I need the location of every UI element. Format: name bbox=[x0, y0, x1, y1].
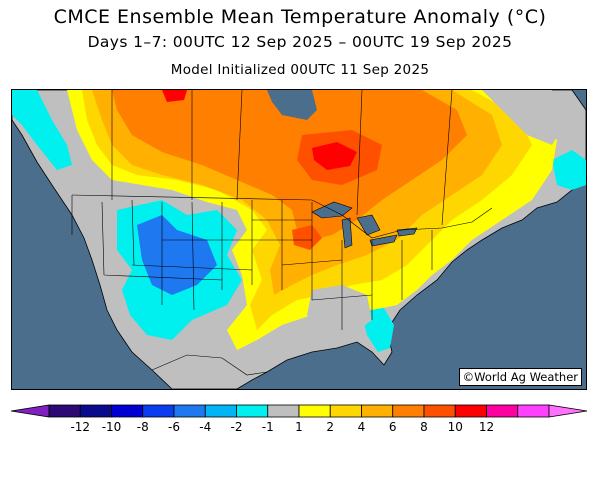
province-lines bbox=[111, 90, 453, 226]
cold-core-west bbox=[137, 215, 217, 295]
legend-bin bbox=[517, 404, 550, 418]
legend-bin bbox=[329, 404, 362, 418]
anomaly-map: ©World Ag Weather bbox=[11, 89, 587, 390]
neutral-patch-labrador bbox=[482, 90, 567, 145]
legend-bin bbox=[298, 404, 331, 418]
legend-tick-label: 2 bbox=[326, 420, 334, 434]
warm-core-ontario bbox=[312, 142, 357, 170]
legend-tick-label: 12 bbox=[479, 420, 494, 434]
legend-bin bbox=[111, 404, 144, 418]
legend-tick-label: -12 bbox=[70, 420, 90, 434]
legend-tick-label: 4 bbox=[358, 420, 366, 434]
us-mexico-border bbox=[151, 354, 268, 376]
legend-tick-label: -1 bbox=[262, 420, 274, 434]
cold-anomaly-alaska-coast bbox=[12, 90, 72, 170]
legend-tick-label: -10 bbox=[102, 420, 122, 434]
color-scale-bins bbox=[10, 404, 588, 418]
legend-tick-label: -2 bbox=[231, 420, 243, 434]
legend-tick-label: -4 bbox=[199, 420, 211, 434]
map-title: CMCE Ensemble Mean Temperature Anomaly (… bbox=[53, 6, 547, 28]
lake-erie bbox=[369, 234, 398, 247]
legend-tick-label: 1 bbox=[295, 420, 303, 434]
hudson-bay bbox=[267, 90, 317, 120]
cold-anomaly-newfoundland bbox=[552, 150, 586, 190]
warm-core-nunavut bbox=[162, 90, 187, 102]
legend-arrow-low bbox=[10, 404, 50, 418]
legend-bin bbox=[142, 404, 175, 418]
lake-michigan bbox=[341, 217, 353, 249]
political-boundaries bbox=[71, 90, 493, 376]
legend-tick-label: 10 bbox=[448, 420, 463, 434]
neutral-patch-southeast bbox=[307, 285, 372, 335]
legend-bin bbox=[79, 404, 112, 418]
legend-bin bbox=[204, 404, 237, 418]
legend-bin bbox=[236, 404, 269, 418]
legend-tick-label: -6 bbox=[168, 420, 180, 434]
legend-bin bbox=[48, 404, 81, 418]
legend-bin bbox=[267, 404, 300, 418]
legend-arrow-high bbox=[548, 404, 588, 418]
warm-anomaly-dark-orange bbox=[112, 90, 467, 240]
us-canada-border-east bbox=[311, 199, 493, 239]
legend-tick-label: 8 bbox=[420, 420, 428, 434]
legend-bin bbox=[392, 404, 425, 418]
forecast-period: Days 1–7: 00UTC 12 Sep 2025 – 00UTC 19 S… bbox=[87, 33, 513, 51]
legend-bin bbox=[454, 404, 487, 418]
legend-bin bbox=[361, 404, 394, 418]
legend-tick-label: -8 bbox=[137, 420, 149, 434]
state-lines bbox=[71, 195, 433, 330]
credit-label: ©World Ag Weather bbox=[458, 368, 582, 386]
legend-bin bbox=[486, 404, 519, 418]
lake-huron bbox=[356, 214, 381, 236]
color-scale-legend: -12 -10 -8 -6 -4 -2 -1 1 2 4 6 8 10 12 bbox=[10, 404, 588, 434]
warm-core-iowa bbox=[292, 225, 322, 250]
model-init-time: Model Initialized 00UTC 11 Sep 2025 bbox=[170, 62, 430, 78]
legend-bin bbox=[173, 404, 206, 418]
legend-bin bbox=[423, 404, 456, 418]
color-scale-ticks: -12 -10 -8 -6 -4 -2 -1 1 2 4 6 8 10 12 bbox=[70, 420, 494, 434]
legend-tick-label: 6 bbox=[389, 420, 397, 434]
anomaly-map-svg bbox=[12, 90, 586, 389]
